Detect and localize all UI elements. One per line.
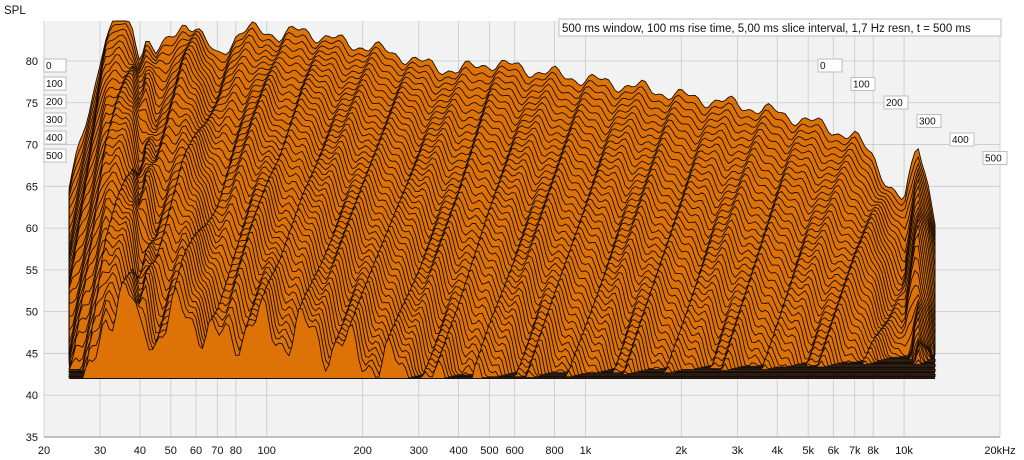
y-tick-label: 45 [26,348,38,360]
x-tick-label: 300 [410,445,428,457]
time-tick-left-label: 100 [46,79,63,90]
x-tick-label: 1k [580,445,592,457]
time-axis-right: 0 100 200 300 400 500 [817,58,1008,165]
y-tick-label: 55 [26,265,38,277]
x-tick-label: 500 [480,445,498,457]
y-axis-label: SPL [4,5,26,17]
time-tick-left-label: 300 [46,115,63,126]
x-tick-label: 20 [38,445,50,457]
waterfall-slice [69,281,936,379]
y-tick-label: 70 [26,140,38,152]
x-tick-label: 50 [165,445,177,457]
y-tick-label: 60 [26,223,38,235]
x-axis: 20 30 40 50 60 70 80 100 200 300 400 500 600 800 1k 2k 3… [38,445,1016,457]
time-tick-left-label: 0 [46,61,52,72]
x-tick-label: 400 [449,445,467,457]
time-tick-right-label: 500 [985,154,1002,165]
x-tick-label: 40 [134,445,146,457]
x-tick-label: 6k [828,445,840,457]
y-tick-label: 50 [26,307,38,319]
time-tick-right: 100 [850,77,876,91]
time-tick-left: 300 [43,112,67,127]
time-tick-right-label: 400 [952,135,969,146]
x-tick-label: 80 [230,445,242,457]
x-tick-label: 7k [849,445,861,457]
settings-text: 500 ms window, 100 ms rise time, 5,00 ms… [562,23,971,35]
time-tick-right-label: 300 [919,117,936,128]
time-tick-left: 100 [43,76,67,91]
time-tick-right-label: 200 [886,98,903,109]
x-tick-label: 600 [506,445,524,457]
y-tick-label: 40 [26,390,38,402]
x-tick-label: 2k [676,445,688,457]
y-tick-label: 35 [26,432,38,444]
time-tick-right-label: 0 [820,61,826,72]
time-tick-left-label: 200 [46,97,63,108]
settings-caption: 500 ms window, 100 ms rise time, 5,00 ms… [558,18,1002,37]
time-tick-right: 200 [883,95,909,110]
time-tick-right: 400 [949,132,975,147]
y-axis: 35 40 45 50 55 60 65 70 75 80 [26,56,38,444]
y-tick-label: 75 [26,98,38,110]
time-tick-left: 400 [43,130,67,145]
x-tick-label: 70 [211,445,223,457]
x-tick-label: 200 [353,445,371,457]
y-tick-label: 65 [26,181,38,193]
x-tick-label: 20kHz [984,445,1015,457]
time-tick-left-label: 500 [46,151,63,162]
x-tick-label: 60 [190,445,202,457]
x-tick-label: 800 [545,445,563,457]
x-tick-label: 100 [258,445,276,457]
time-tick-left: 200 [43,94,67,109]
x-tick-label: 8k [867,445,879,457]
y-tick-label: 80 [26,56,38,68]
x-tick-label: 10k [895,445,913,457]
time-tick-right: 500 [982,151,1008,165]
time-axis-left: 0 100 200 300 400 500 [43,58,67,163]
time-tick-right: 0 [817,58,843,73]
x-tick-label: 5k [802,445,814,457]
x-tick-label: 4k [771,445,783,457]
time-tick-left: 0 [43,58,67,73]
waterfall-slices [67,20,937,379]
x-tick-label: 30 [94,445,106,457]
time-tick-left-label: 400 [46,133,63,144]
time-tick-right-label: 100 [853,80,870,91]
time-tick-left: 500 [43,148,67,163]
time-tick-right: 300 [916,114,942,128]
x-tick-label: 3k [732,445,744,457]
